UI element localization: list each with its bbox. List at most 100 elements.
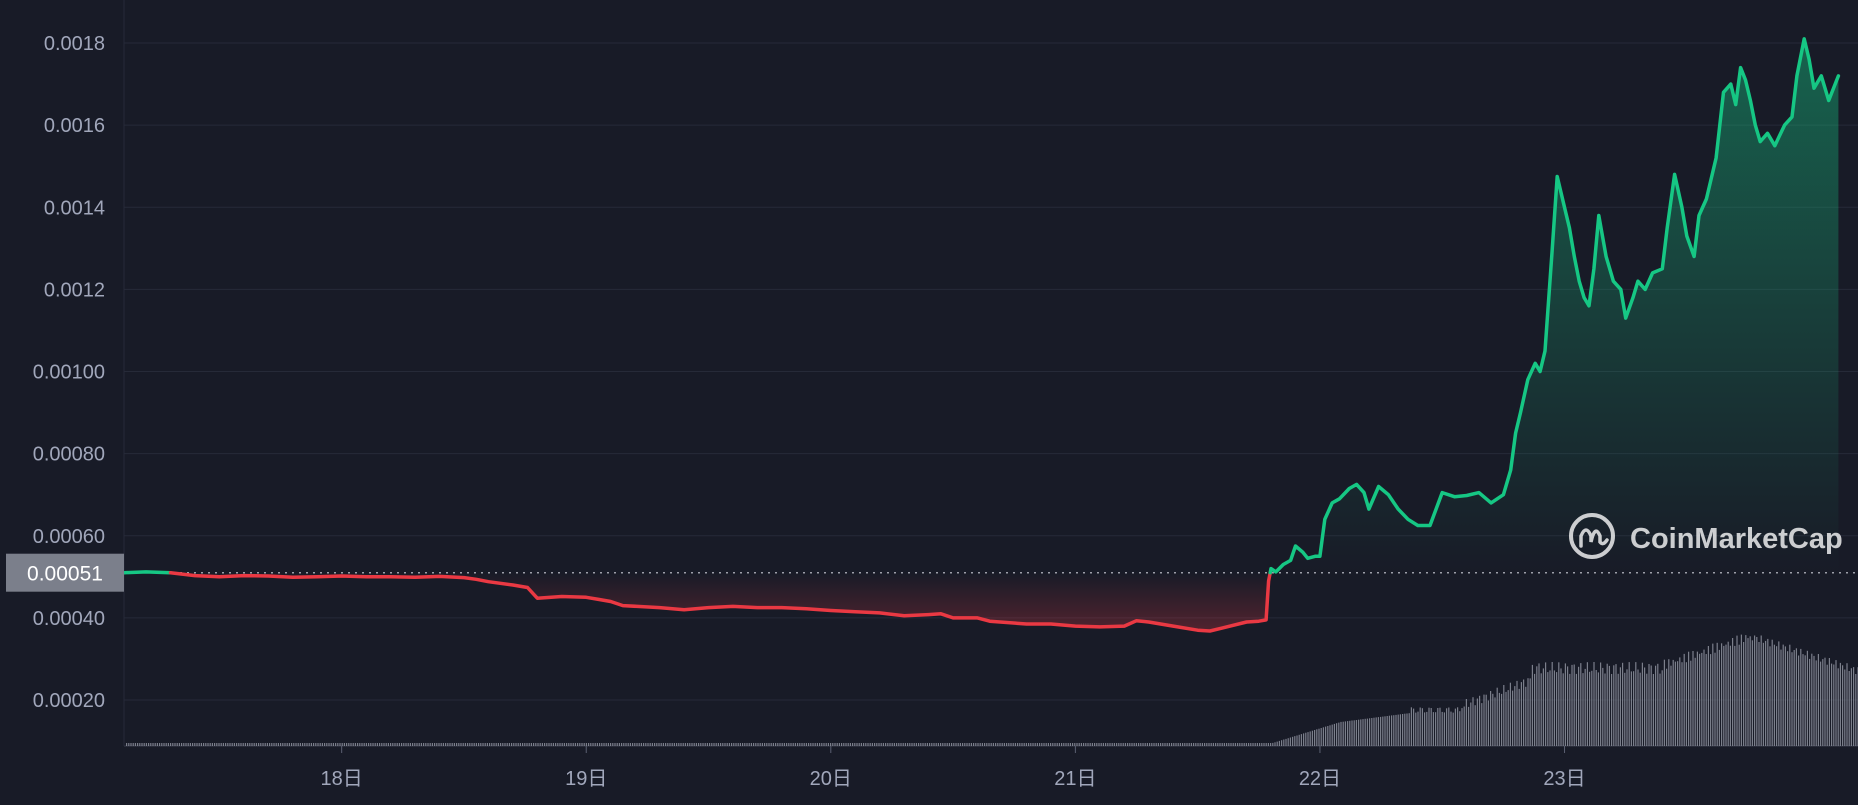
volume-bar (299, 743, 301, 746)
volume-bar (1338, 722, 1340, 746)
volume-bar (1769, 646, 1771, 746)
volume-bar (1164, 743, 1166, 746)
volume-bar (898, 743, 900, 746)
volume-bar (196, 743, 198, 746)
volume-bar (1131, 743, 1133, 746)
volume-bar (999, 743, 1001, 746)
y-tick-label: 0.0014 (44, 197, 105, 219)
volume-bar (170, 743, 172, 746)
volume-bar (302, 743, 304, 746)
volume-bar (1472, 697, 1474, 746)
volume-bar (1714, 652, 1716, 746)
volume-bar (755, 743, 757, 746)
volume-bar (269, 743, 271, 746)
volume-bar (775, 743, 777, 746)
volume-bar (537, 743, 539, 746)
volume-bar (500, 743, 502, 746)
volume-bar (273, 743, 275, 746)
volume-bar (682, 743, 684, 746)
volume-bar (165, 743, 167, 746)
volume-bar (1562, 673, 1564, 746)
volume-bar (1074, 743, 1076, 746)
volume-bar (1265, 743, 1267, 746)
volume-bar (209, 743, 211, 746)
volume-bar (689, 743, 691, 746)
volume-bar (1144, 743, 1146, 746)
volume-bar (1080, 743, 1082, 746)
volume-bar (770, 743, 772, 746)
volume-bar (973, 743, 975, 746)
volume-bar (1008, 743, 1010, 746)
volume-bar (726, 743, 728, 746)
volume-bar (1032, 743, 1034, 746)
volume-bar (1336, 723, 1338, 746)
volume-bar (418, 743, 420, 746)
volume-bar (368, 743, 370, 746)
volume-bar (1254, 743, 1256, 746)
volume-bar (469, 743, 471, 746)
volume-bar (1657, 663, 1659, 746)
volume-bar (990, 743, 992, 746)
volume-bar (1505, 691, 1507, 746)
volume-bar (1670, 665, 1672, 746)
volume-bar (1494, 697, 1496, 746)
volume-bar (869, 743, 871, 746)
volume-bar (1773, 644, 1775, 746)
volume-bar (1641, 662, 1643, 746)
volume-bar (656, 743, 658, 746)
volume-bar (808, 743, 810, 746)
volume-bar (370, 743, 372, 746)
volume-bar (634, 743, 636, 746)
volume-bar (1223, 743, 1225, 746)
volume-bar (1633, 671, 1635, 746)
volume-bar (1102, 743, 1104, 746)
volume-bar (572, 743, 574, 746)
volume-bar (1109, 743, 1111, 746)
volume-bar (904, 743, 906, 746)
volume-bar (1256, 743, 1258, 746)
volume-bar (610, 743, 612, 746)
volume-bar (1210, 743, 1212, 746)
volume-bar (788, 743, 790, 746)
volume-bar (253, 743, 255, 746)
volume-bar (1800, 648, 1802, 746)
volume-bar (363, 743, 365, 746)
volume-bar (533, 743, 535, 746)
volume-bar (1538, 663, 1540, 746)
volume-bar (321, 743, 323, 746)
volume-bar (288, 743, 290, 746)
volume-bar (1087, 743, 1089, 746)
volume-bar (1001, 743, 1003, 746)
volume-bar (1721, 643, 1723, 746)
volume-bar (1402, 714, 1404, 746)
volume-bar (1151, 743, 1153, 746)
volume-bar (471, 743, 473, 746)
volume-bar (1204, 743, 1206, 746)
volume-bar (271, 743, 273, 746)
volume-bar (601, 743, 603, 746)
volume-bar (737, 743, 739, 746)
volume-bar (621, 743, 623, 746)
volume-bar (247, 743, 249, 746)
volume-bar (693, 743, 695, 746)
volume-bar (1439, 707, 1441, 746)
volume-bar (651, 743, 653, 746)
volume-bar (1283, 739, 1285, 746)
volume-bar (1564, 663, 1566, 746)
volume-bar (1688, 651, 1690, 746)
volume-bar (486, 743, 488, 746)
volume-bar (139, 743, 141, 746)
volume-bar (1701, 652, 1703, 746)
volume-bar (1534, 673, 1536, 746)
volume-bar (236, 743, 238, 746)
volume-bar (1307, 732, 1309, 746)
volume-bar (335, 743, 337, 746)
volume-bar (625, 743, 627, 746)
volume-bar (330, 743, 332, 746)
volume-bar (871, 743, 873, 746)
volume-bar (1215, 743, 1217, 746)
volume-bar (772, 743, 774, 746)
volume-bar (968, 743, 970, 746)
volume-bar (1518, 688, 1520, 746)
volume-bar (1463, 706, 1465, 746)
